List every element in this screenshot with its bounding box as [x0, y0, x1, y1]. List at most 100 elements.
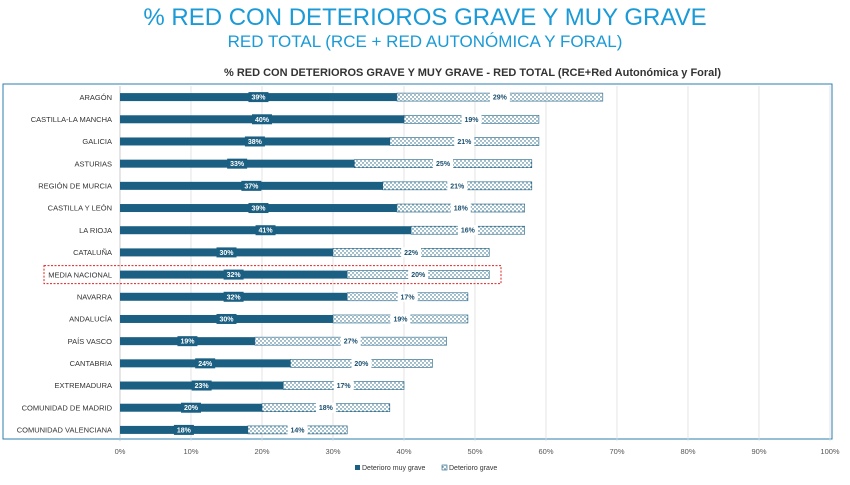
data-label-muy-grave: 19% [180, 339, 195, 346]
x-tick-label: 30% [325, 447, 340, 456]
data-label-grave: 18% [454, 206, 469, 213]
label-box-grave [397, 291, 418, 302]
label-box-grave [390, 313, 411, 324]
data-label-grave: 19% [393, 316, 408, 323]
label-box-grave [433, 158, 454, 169]
category-label: REGIÓN DE MURCIA [38, 182, 112, 191]
category-label: EXTREMADURA [54, 381, 112, 390]
label-box-grave [461, 114, 482, 125]
category-label: GALICIA [82, 137, 112, 146]
data-label-muy-grave: 39% [251, 95, 266, 102]
x-tick-label: 20% [254, 447, 269, 456]
data-label-grave: 17% [337, 383, 352, 390]
page-title: % RED CON DETERIOROS GRAVE Y MUY GRAVE [143, 4, 707, 31]
label-box-muy-grave [195, 358, 216, 369]
category-label: CASTILLA-LA MANCHA [31, 115, 112, 124]
label-box-grave [287, 424, 308, 435]
chart-frame [2, 83, 833, 440]
x-tick-label: 100% [820, 447, 840, 456]
label-box-muy-grave [216, 313, 237, 324]
data-label-muy-grave: 38% [248, 139, 263, 146]
label-box-muy-grave [223, 269, 244, 280]
data-label-grave: 20% [354, 361, 369, 368]
data-label-muy-grave: 18% [177, 427, 192, 434]
data-label-grave: 19% [464, 117, 479, 124]
label-box-grave [315, 402, 336, 413]
label-box-muy-grave [227, 158, 248, 169]
x-tick-label: 60% [538, 447, 553, 456]
data-label-grave: 21% [450, 183, 465, 190]
data-label-grave: 17% [401, 294, 416, 301]
label-box-muy-grave [255, 225, 276, 236]
label-box-muy-grave [252, 114, 272, 125]
x-tick-label: 80% [680, 447, 695, 456]
data-label-muy-grave: 32% [227, 294, 242, 301]
label-box-grave [447, 180, 468, 191]
category-label: PAÍS VASCO [68, 337, 112, 346]
label-box-muy-grave [248, 203, 269, 214]
data-label-muy-grave: 20% [184, 405, 199, 412]
data-label-grave: 16% [461, 228, 476, 235]
category-label: MEDIA NACIONAL [48, 270, 112, 279]
data-label-grave: 21% [457, 139, 472, 146]
category-label: ASTURIAS [74, 159, 112, 168]
data-label-muy-grave: 37% [244, 183, 259, 190]
x-tick-label: 10% [183, 447, 198, 456]
label-box-grave [457, 225, 478, 236]
data-label-grave: 29% [493, 95, 508, 102]
label-box-muy-grave [223, 291, 244, 302]
data-label-muy-grave: 39% [251, 206, 266, 213]
legend-label-muy-grave: Deterioro muy grave [362, 465, 426, 472]
label-box-muy-grave [216, 247, 237, 258]
data-label-grave: 20% [411, 272, 426, 279]
label-box-muy-grave [248, 92, 269, 103]
data-label-grave: 18% [319, 405, 334, 412]
legend-swatch-grave [441, 464, 448, 471]
category-label: CASTILLA Y LEÓN [48, 204, 112, 213]
label-box-grave [489, 92, 510, 103]
label-box-grave [351, 358, 372, 369]
data-label-grave: 25% [436, 161, 451, 168]
label-box-grave [340, 336, 361, 347]
highlight-box [43, 265, 502, 285]
data-label-grave: 14% [290, 427, 305, 434]
label-box-grave [408, 269, 429, 280]
label-box-muy-grave [181, 402, 201, 413]
data-label-grave: 27% [344, 339, 359, 346]
label-box-muy-grave [241, 180, 262, 191]
x-tick-label: 90% [751, 447, 766, 456]
category-label: NAVARRA [77, 292, 112, 301]
category-label: LA RIOJA [79, 226, 112, 235]
legend-label-grave: Deterioro grave [449, 465, 497, 472]
x-tick-label: 40% [396, 447, 411, 456]
data-label-muy-grave: 23% [195, 383, 210, 390]
category-label: CANTABRIA [70, 359, 112, 368]
category-label: COMUNIDAD VALENCIANA [17, 426, 112, 435]
label-box-muy-grave [191, 380, 212, 391]
data-label-grave: 22% [404, 250, 419, 257]
data-label-muy-grave: 30% [219, 316, 234, 323]
chart-title: % RED CON DETERIOROS GRAVE Y MUY GRAVE -… [224, 67, 721, 79]
data-label-muy-grave: 40% [255, 117, 270, 124]
category-label: COMUNIDAD DE MADRID [22, 403, 113, 412]
x-tick-label: 70% [609, 447, 624, 456]
label-box-muy-grave [177, 336, 198, 347]
data-label-muy-grave: 33% [230, 161, 245, 168]
category-label: CATALUÑA [73, 248, 112, 257]
label-box-grave [333, 380, 354, 391]
data-label-muy-grave: 30% [219, 250, 234, 257]
label-box-grave [401, 247, 422, 258]
label-box-muy-grave [173, 424, 194, 435]
page-subtitle: RED TOTAL (RCE + RED AUTONÓMICA Y FORAL) [227, 32, 623, 51]
label-box-grave [450, 203, 471, 214]
category-label: ARAGÓN [79, 93, 112, 102]
category-label: ANDALUCÍA [69, 315, 112, 324]
x-tick-label: 0% [115, 447, 126, 456]
label-box-grave [454, 136, 475, 147]
data-label-muy-grave: 41% [259, 228, 274, 235]
data-label-muy-grave: 32% [227, 272, 242, 279]
x-tick-label: 50% [467, 447, 482, 456]
label-box-muy-grave [244, 136, 265, 147]
data-label-muy-grave: 24% [198, 361, 213, 368]
